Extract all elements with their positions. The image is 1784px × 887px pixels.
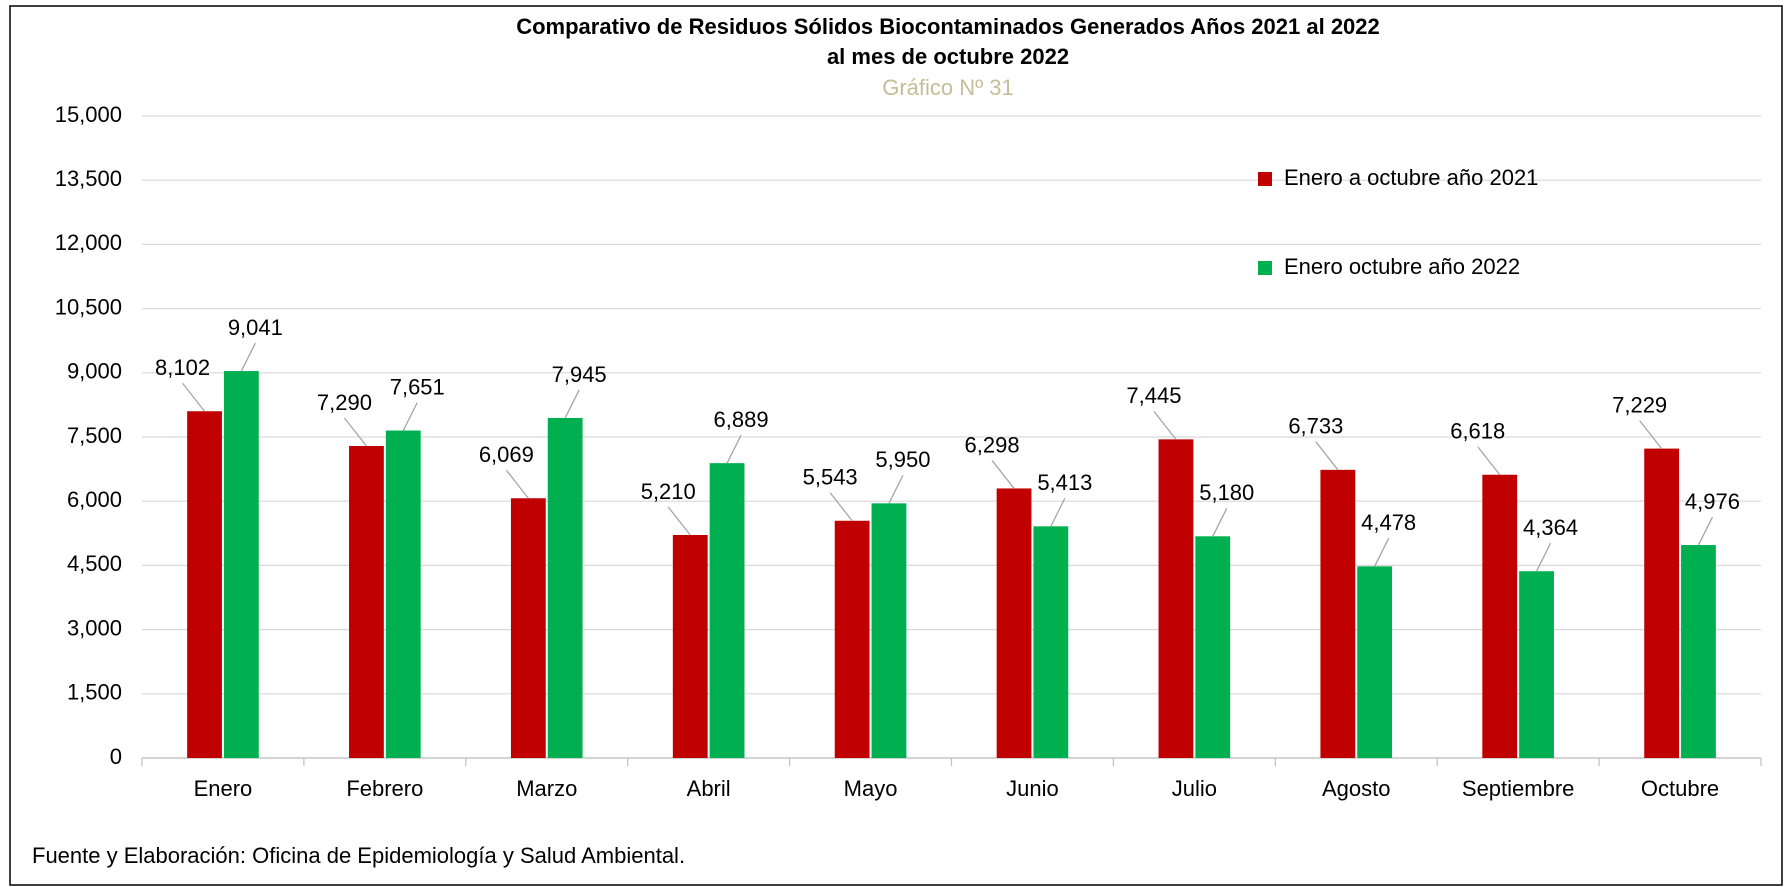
data-label: 9,041	[228, 315, 283, 340]
bar	[1195, 536, 1231, 758]
bar	[1033, 526, 1069, 758]
chart-title-line2: al mes de octubre 2022	[827, 44, 1069, 69]
legend-label: Enero octubre año 2022	[1284, 254, 1520, 279]
leader-line	[1639, 420, 1663, 450]
legend-label: Enero a octubre año 2021	[1284, 165, 1538, 190]
bar	[996, 488, 1032, 758]
leader-line	[1697, 516, 1714, 546]
data-label: 7,229	[1612, 392, 1667, 417]
leader-line	[1050, 498, 1066, 527]
bar	[871, 503, 907, 758]
leader-line	[667, 506, 691, 536]
data-label: 6,618	[1450, 419, 1505, 444]
bar	[834, 520, 870, 758]
bar	[1320, 469, 1356, 758]
data-label: 5,413	[1037, 470, 1092, 495]
data-label: 6,298	[965, 432, 1020, 457]
leader-line	[402, 402, 418, 431]
leader-line	[1477, 446, 1501, 476]
bar	[1357, 566, 1393, 758]
data-label: 6,069	[479, 442, 534, 467]
legend-swatch	[1258, 261, 1272, 275]
y-tick-label: 0	[110, 744, 122, 769]
x-tick-label: Enero	[194, 776, 253, 801]
data-label: 5,210	[641, 479, 696, 504]
bar	[385, 430, 421, 758]
leader-line	[726, 434, 742, 464]
y-tick-label: 9,000	[67, 359, 122, 384]
leader-line	[182, 382, 206, 412]
y-tick-label: 13,500	[55, 166, 122, 191]
bar	[1158, 439, 1194, 758]
x-tick-label: Octubre	[1641, 776, 1719, 801]
bar	[187, 411, 222, 758]
data-label: 5,180	[1199, 480, 1254, 505]
data-label: 5,950	[875, 447, 930, 472]
legend-swatch	[1258, 172, 1272, 186]
leader-line	[1535, 542, 1552, 572]
bar	[1482, 474, 1518, 758]
x-tick-label: Junio	[1006, 776, 1059, 801]
x-tick-label: Agosto	[1322, 776, 1391, 801]
leader-line	[1153, 410, 1177, 440]
leader-line	[1374, 538, 1390, 567]
bar	[510, 498, 546, 758]
data-label: 7,290	[317, 390, 372, 415]
leader-line	[564, 389, 580, 419]
data-label: 4,364	[1523, 515, 1578, 540]
data-label: 6,889	[714, 407, 769, 432]
leader-line	[829, 492, 853, 522]
leader-line	[1315, 441, 1339, 471]
leader-line	[1212, 508, 1228, 537]
bar	[709, 463, 745, 758]
data-label: 4,478	[1361, 510, 1416, 535]
x-tick-label: Mayo	[844, 776, 898, 801]
x-tick-label: Julio	[1172, 776, 1217, 801]
chart-subtitle: Gráfico Nº 31	[882, 75, 1014, 100]
data-label: 7,445	[1126, 383, 1181, 408]
leader-line	[991, 460, 1015, 489]
y-tick-label: 4,500	[67, 551, 122, 576]
data-label: 6,733	[1288, 414, 1343, 439]
y-tick-label: 6,000	[67, 487, 122, 512]
bar	[1681, 545, 1716, 758]
data-label: 8,102	[155, 355, 210, 380]
y-tick-label: 7,500	[67, 423, 122, 448]
x-tick-label: Marzo	[516, 776, 577, 801]
data-label: 4,976	[1685, 489, 1740, 514]
y-tick-label: 10,500	[55, 294, 122, 319]
y-tick-label: 3,000	[67, 615, 122, 640]
y-tick-label: 1,500	[67, 680, 122, 705]
bar	[1519, 571, 1554, 758]
bar	[1644, 448, 1680, 758]
data-label: 7,945	[552, 362, 607, 387]
data-label: 5,543	[803, 465, 858, 490]
bar	[349, 445, 384, 758]
y-tick-label: 15,000	[55, 102, 122, 127]
data-label: 7,651	[390, 374, 445, 399]
x-tick-label: Abril	[687, 776, 731, 801]
x-tick-label: Febrero	[346, 776, 423, 801]
chart-title: Comparativo de Residuos Sólidos Bioconta…	[516, 14, 1380, 39]
leader-line	[343, 417, 367, 447]
y-tick-label: 12,000	[55, 230, 122, 255]
bar	[672, 535, 708, 758]
bar	[223, 371, 259, 758]
leader-line	[888, 475, 904, 504]
leader-line	[240, 342, 256, 372]
bar	[547, 417, 583, 758]
x-tick-label: Septiembre	[1462, 776, 1575, 801]
source-note: Fuente y Elaboración: Oficina de Epidemi…	[32, 843, 685, 868]
leader-line	[505, 469, 529, 499]
